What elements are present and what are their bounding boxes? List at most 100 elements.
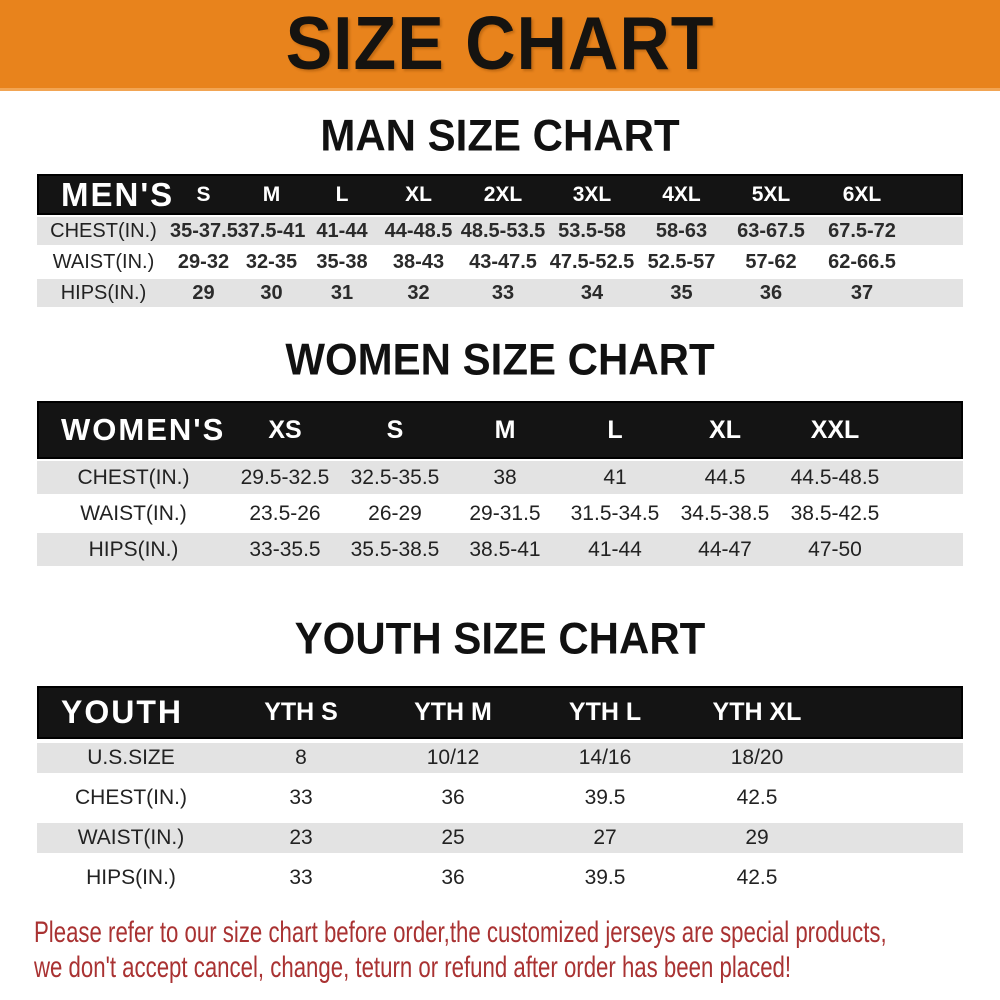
row-label: WAIST(IN.) (52, 250, 155, 273)
cell: 47-50 (808, 537, 862, 561)
row-label: U.S.SIZE (87, 746, 175, 769)
youth-size-col-header: YTH L (568, 698, 642, 726)
cell: 58-63 (655, 219, 708, 242)
women-size-col-header: L (607, 415, 623, 444)
cell: 42.5 (736, 786, 778, 809)
cell: 35 (670, 281, 693, 304)
cell: 67.5-72 (828, 219, 896, 242)
cell: 37 (850, 281, 874, 304)
men-chest-row: CHEST(IN.) 35-37.5 37.5-41 41-44 44-48.5… (37, 217, 963, 245)
row-label: HIPS(IN.) (86, 866, 176, 889)
women-table-header-row: WOMEN'S XS S M L XL XXL (37, 401, 963, 459)
men-size-col-header: S (196, 182, 211, 206)
row-label: CHEST(IN.) (75, 786, 187, 809)
youth-chest-row: CHEST(IN.) 33 36 39.5 42.5 (37, 783, 963, 813)
row-label: WAIST(IN.) (80, 501, 187, 525)
cell: 57-62 (745, 250, 797, 273)
cell: 47.5-52.5 (549, 250, 635, 273)
cell: 23 (289, 826, 313, 849)
row-label: CHEST(IN.) (50, 219, 157, 242)
cell: 38 (493, 465, 517, 489)
order-notice-line-2: we don't accept cancel, change, teturn o… (34, 951, 792, 984)
women-size-col-header: XXL (810, 415, 860, 444)
cell: 38.5-42.5 (790, 501, 880, 525)
cell: 53.5-58 (558, 219, 626, 242)
cell: 25 (441, 826, 465, 849)
cell: 33 (289, 786, 313, 809)
order-notice: Please refer to our size chart before or… (0, 915, 1000, 985)
cell: 29-31.5 (469, 501, 541, 525)
cell: 31 (330, 281, 354, 304)
men-size-col-header: 3XL (572, 182, 612, 206)
women-size-col-header: M (494, 415, 516, 444)
men-size-table: MEN'S S M L XL 2XL 3XL 4XL 5XL 6XL CHEST… (37, 174, 963, 307)
cell: 39.5 (584, 786, 626, 809)
size-chart-banner: SIZE CHART (0, 0, 1000, 91)
youth-size-col-header: YTH M (414, 698, 492, 726)
cell: 18/20 (730, 746, 784, 769)
cell: 41 (603, 465, 627, 489)
row-label: HIPS(IN.) (60, 281, 147, 304)
cell: 62-66.5 (828, 250, 896, 273)
cell: 52.5-57 (647, 250, 716, 273)
cell: 33 (491, 281, 515, 304)
cell: 34.5-38.5 (680, 501, 770, 525)
youth-section-heading: YOUTH SIZE CHART (294, 613, 706, 664)
cell: 41-44 (588, 537, 642, 561)
row-label: WAIST(IN.) (77, 826, 185, 849)
cell: 29-32 (177, 250, 230, 273)
cell: 44-47 (698, 537, 752, 561)
women-chest-row: CHEST(IN.) 29.5-32.5 32.5-35.5 38 41 44.… (37, 461, 963, 494)
women-size-table: WOMEN'S XS S M L XL XXL CHEST(IN.) 29.5-… (37, 401, 963, 566)
banner-title: SIZE CHART (285, 2, 715, 86)
men-waist-row: WAIST(IN.) 29-32 32-35 35-38 38-43 43-47… (37, 248, 963, 276)
row-label: HIPS(IN.) (88, 537, 179, 561)
women-size-col-header: XL (709, 415, 741, 444)
women-waist-row: WAIST(IN.) 23.5-26 26-29 29-31.5 31.5-34… (37, 497, 963, 530)
women-hips-row: HIPS(IN.) 33-35.5 35.5-38.5 38.5-41 41-4… (37, 533, 963, 566)
cell: 33-35.5 (249, 537, 321, 561)
cell: 32 (407, 281, 430, 304)
cell: 39.5 (584, 866, 626, 889)
youth-size-col-header: YTH XL (712, 698, 802, 726)
cell: 14/16 (578, 746, 632, 769)
cell: 36 (441, 786, 465, 809)
men-size-col-header: 2XL (483, 182, 523, 206)
youth-hips-row: HIPS(IN.) 33 36 39.5 42.5 (37, 863, 963, 893)
youth-table-header-row: YOUTH YTH S YTH M YTH L YTH XL (37, 686, 963, 739)
cell: 10/12 (426, 746, 480, 769)
youth-table-title: YOUTH (61, 694, 183, 730)
men-size-col-header: L (335, 182, 349, 206)
cell: 44.5-48.5 (790, 465, 880, 489)
cell: 37.5-41 (237, 219, 306, 242)
cell: 33 (289, 866, 313, 889)
cell: 35.5-38.5 (350, 537, 440, 561)
men-size-col-header: M (262, 182, 281, 206)
cell: 44.5 (704, 465, 746, 489)
cell: 8 (295, 746, 307, 769)
cell: 29 (192, 281, 215, 304)
men-size-col-header: XL (405, 182, 432, 206)
men-size-col-header: 5XL (751, 182, 791, 206)
cell: 36 (441, 866, 465, 889)
women-size-col-header: S (386, 415, 404, 444)
cell: 32.5-35.5 (350, 465, 440, 489)
cell: 63-67.5 (737, 219, 805, 242)
women-size-col-header: XS (268, 415, 302, 444)
cell: 31.5-34.5 (570, 501, 660, 525)
cell: 44-48.5 (384, 219, 453, 242)
women-table-title: WOMEN'S (61, 412, 226, 447)
cell: 42.5 (736, 866, 778, 889)
cell: 36 (759, 281, 783, 304)
cell: 35-38 (316, 250, 368, 273)
cell: 38.5-41 (469, 537, 541, 561)
cell: 26-29 (368, 501, 422, 525)
cell: 32-35 (245, 250, 298, 273)
men-size-col-header: 6XL (842, 182, 882, 206)
youth-size-col-header: YTH S (264, 698, 338, 726)
cell: 35-37.5 (170, 219, 238, 242)
cell: 41-44 (316, 219, 368, 242)
youth-waist-row: WAIST(IN.) 23 25 27 29 (37, 823, 963, 853)
cell: 48.5-53.5 (460, 219, 546, 242)
youth-ussize-row: U.S.SIZE 8 10/12 14/16 18/20 (37, 743, 963, 773)
